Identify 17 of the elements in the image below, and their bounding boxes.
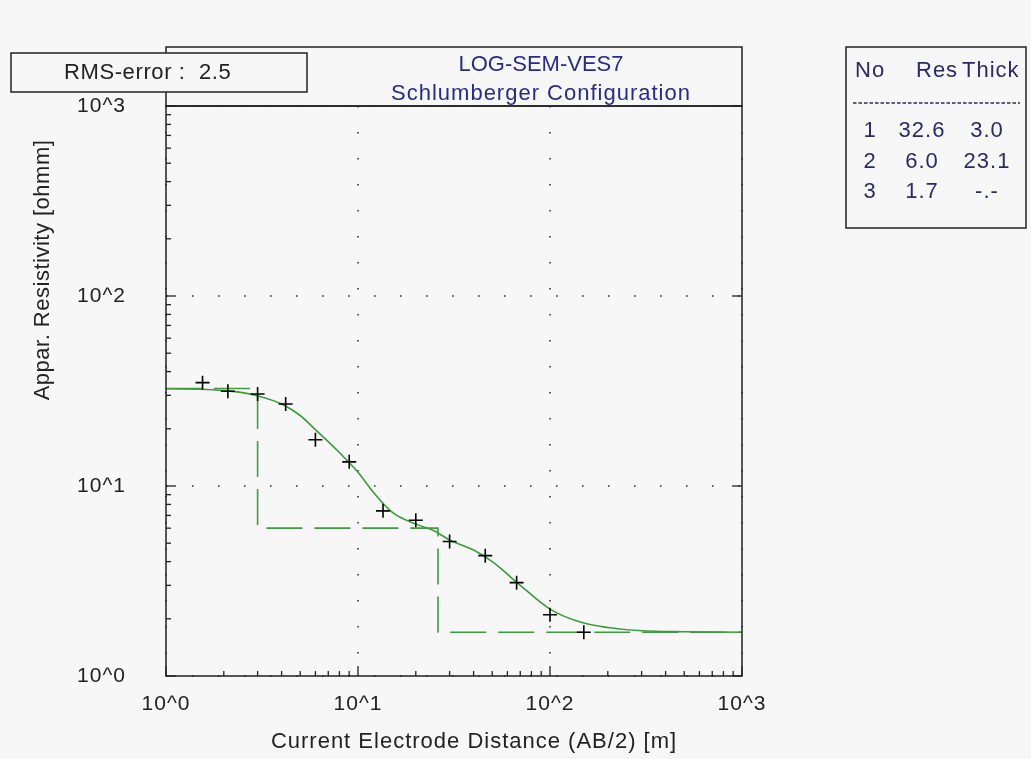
x-tick-label: 10^0 [141,690,191,714]
text: 2 6.0 23.1 [863,147,1011,173]
text: 3 1.7 -.- [863,177,999,203]
y-tick-label: 10^0 [77,662,126,686]
y-tick-label: 10^3 [77,92,126,116]
x-axis-title: Current Electrode Distance (AB/2) [m] [270,727,678,753]
y-tick-label: 10^2 [77,282,126,306]
text: 1 32.6 3.0 [863,116,1004,142]
x-tick-label: 10^2 [525,690,575,714]
y-axis-title: Appar. Resistivity [ohmm] [28,139,54,401]
x-tick-label: 10^1 [333,690,383,714]
text: RMS-error : 2.5 [64,58,232,84]
chart-subtitle: Schlumberger Configuration [391,79,691,105]
y-tick-label: 10^1 [77,472,126,496]
x-tick-label: 10^3 [717,690,767,714]
text: No Res Thick [855,56,1020,82]
chart-title: LOG-SEM-VES7 [458,50,624,76]
